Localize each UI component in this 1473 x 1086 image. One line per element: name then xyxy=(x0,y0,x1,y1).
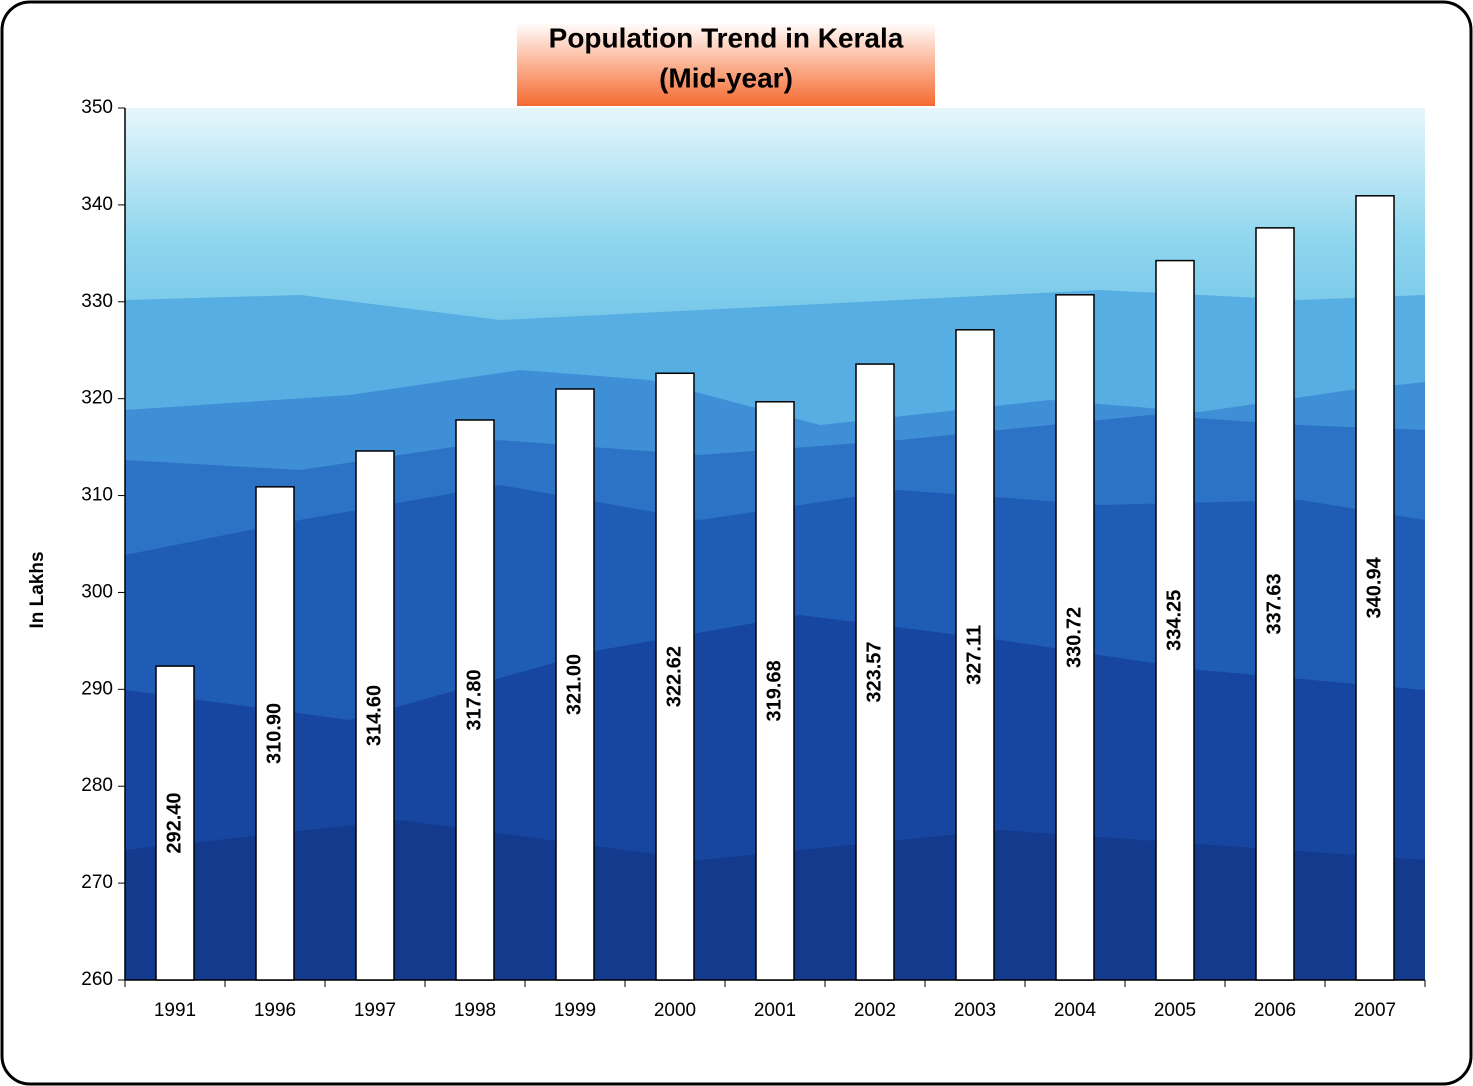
value-label: 330.72 xyxy=(1063,607,1085,668)
x-tick-label: 1991 xyxy=(154,1000,196,1021)
y-tick-label: 300 xyxy=(81,581,113,602)
value-label: 322.62 xyxy=(663,646,685,707)
bar xyxy=(155,665,195,981)
value-label: 340.94 xyxy=(1363,556,1385,618)
title-box xyxy=(517,22,935,106)
x-tick-label: 1999 xyxy=(554,1000,596,1021)
y-tick-label: 320 xyxy=(81,388,113,409)
bar xyxy=(1255,227,1295,981)
chart-subtitle: (Mid-year) xyxy=(659,62,793,93)
bar xyxy=(1155,259,1195,981)
bar xyxy=(955,329,995,981)
value-label: 319.68 xyxy=(763,660,785,721)
y-tick-label: 290 xyxy=(81,678,113,699)
bar xyxy=(255,486,295,981)
bar xyxy=(1055,294,1095,981)
bar xyxy=(755,401,795,981)
x-tick-label: 2005 xyxy=(1154,1000,1196,1021)
y-tick-label: 340 xyxy=(81,194,113,215)
x-tick-label: 2002 xyxy=(854,1000,896,1021)
chart-title: Population Trend in Kerala xyxy=(549,22,904,53)
y-axis-label: In Lakhs xyxy=(27,551,48,628)
x-tick-label: 1996 xyxy=(254,1000,296,1021)
bar xyxy=(655,372,695,981)
bar xyxy=(1355,195,1395,981)
y-tick-label: 260 xyxy=(81,969,113,990)
y-tick-label: 350 xyxy=(81,97,113,118)
x-tick-label: 1997 xyxy=(354,1000,396,1021)
bar xyxy=(455,419,495,981)
y-tick-label: 270 xyxy=(81,872,113,893)
value-label: 321.00 xyxy=(563,654,585,715)
x-tick-label: 1998 xyxy=(454,1000,496,1021)
y-tick-label: 330 xyxy=(81,291,113,312)
value-label: 327.11 xyxy=(963,625,985,685)
y-tick-label: 310 xyxy=(81,485,113,506)
value-label: 310.90 xyxy=(263,703,285,764)
x-tick-label: 2007 xyxy=(1354,1000,1396,1021)
value-label: 317.80 xyxy=(463,669,485,730)
y-tick-label: 280 xyxy=(81,775,113,796)
bar xyxy=(855,363,895,981)
value-label: 314.60 xyxy=(363,685,385,746)
x-tick-label: 2003 xyxy=(954,1000,996,1021)
value-label: 337.63 xyxy=(1263,573,1285,634)
x-tick-label: 2006 xyxy=(1254,1000,1296,1021)
x-tick-label: 2000 xyxy=(654,1000,696,1021)
x-tick-label: 2004 xyxy=(1054,1000,1097,1021)
value-label: 334.25 xyxy=(1163,590,1185,651)
bar xyxy=(355,450,395,981)
value-label: 292.40 xyxy=(163,792,185,853)
bar xyxy=(555,388,595,981)
x-tick-label: 2001 xyxy=(754,1000,796,1021)
value-label: 323.57 xyxy=(863,641,885,702)
